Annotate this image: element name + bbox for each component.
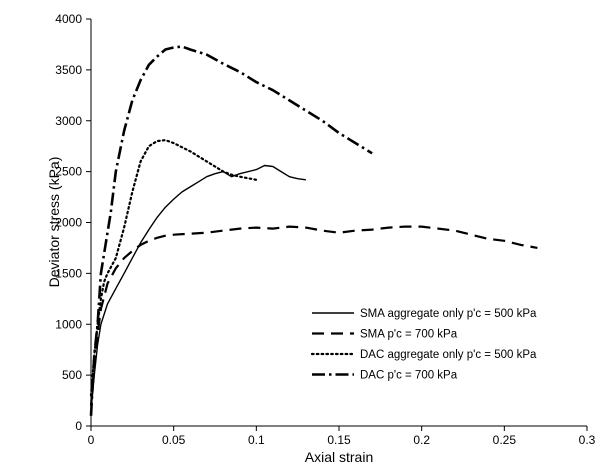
y-tick-label: 3500 <box>55 63 82 77</box>
series-line-4 <box>89 45 373 416</box>
x-tick-label: 0.3 <box>579 433 596 447</box>
series-line-1 <box>90 164 306 411</box>
legend-label-2: SMA p'c = 700 kPa <box>360 329 458 341</box>
series-line-2 <box>89 225 538 406</box>
y-tick-label: 4000 <box>55 12 82 26</box>
x-tick-label: 0 <box>88 433 95 447</box>
y-tick-label: 0 <box>75 419 82 433</box>
x-axis-title: Axial strain <box>305 449 373 465</box>
y-tick-label: 3000 <box>55 114 82 128</box>
legend-label-3: DAC aggregate only p'c = 500 kPa <box>360 349 537 361</box>
series-layer <box>89 45 538 416</box>
legend-label-4: DAC p'c = 700 kPa <box>360 370 458 382</box>
y-axis-title: Deviator stress (kPa) <box>46 157 62 288</box>
y-tick-label: 1000 <box>55 317 82 331</box>
y-tick-label: 1500 <box>55 266 82 280</box>
x-tick-label: 0.15 <box>327 433 351 447</box>
x-tick-label: 0.2 <box>413 433 430 447</box>
series-line-3 <box>89 139 258 397</box>
axes <box>90 19 587 427</box>
y-tick-label: 2500 <box>55 165 82 179</box>
x-tick-label: 0.25 <box>493 433 517 447</box>
x-tick-label: 0.1 <box>248 433 265 447</box>
y-tick-label: 2000 <box>55 216 82 230</box>
x-tick-label: 0.05 <box>162 433 186 447</box>
legend-label-1: SMA aggregate only p'c = 500 kPa <box>360 308 537 320</box>
ticks: 0 500 1000 1500 2000 2500 3000 3500 4000 0 0.05 0.1… <box>55 12 595 447</box>
legend: SMA aggregate only p'c = 500 kPa SMA p'c … <box>310 308 537 382</box>
y-tick-label: 500 <box>62 368 82 382</box>
